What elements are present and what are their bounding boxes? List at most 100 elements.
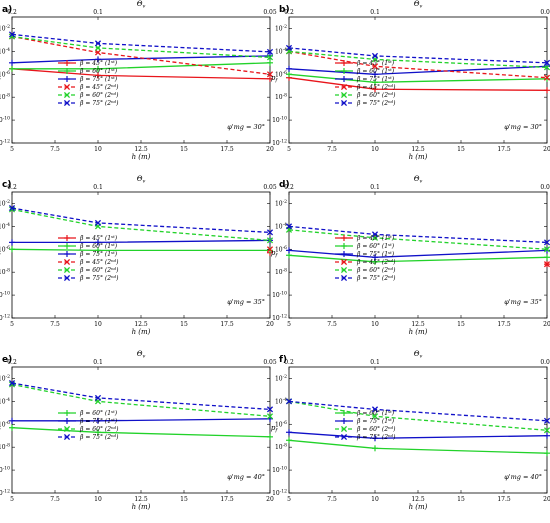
x-tick-label: 15 [457,321,465,328]
series-line-beta75-2nd [288,47,548,64]
x-tick-label: 15 [457,146,465,153]
series-line-beta60-1st [11,248,270,252]
x2-tick-label: 0.05 [540,9,550,16]
x2-axis-label: Θv [137,175,146,185]
data-point-beta75-2nd-b [94,394,102,401]
legend-marker-b [63,99,71,107]
y-tick-label: 10-8 [275,268,287,277]
x-tick-label: 20 [543,496,550,503]
data-point-beta45-2nd-b [371,63,379,70]
x2-axis-label: Θv [414,350,423,360]
x-tick-label: 20 [543,321,550,328]
legend-entry: β = 75° (1st) [79,75,118,83]
y-axis-label: pf [271,74,278,84]
x2-tick-label: 0.2 [7,9,17,16]
x-tick-label: 12.5 [411,146,425,153]
legend-entry: β = 75° (1st) [356,75,395,83]
data-point-beta60-2nd-b [266,413,274,420]
legend-entry: β = 75° (2nd) [356,99,396,107]
data-point-beta75-2nd-b [94,40,102,47]
series-line-beta60-1st [12,62,271,70]
legend-marker-b [63,274,71,282]
y-tick-label: 10-2 [275,374,287,383]
y-axis-label: pf [271,424,278,434]
legend-entry: β = 60° (1st) [356,67,395,75]
x-tick-label: 7.5 [327,496,337,503]
x-tick-label: 10 [94,146,102,153]
x-tick-label: 5 [287,146,291,153]
y-tick-label: 10-2 [0,374,10,383]
legend-entry: β = 45° (2nd) [356,83,396,91]
x-tick-label: 7.5 [50,321,60,328]
legend-marker-b [340,91,348,99]
x-tick-label: 17.5 [220,146,234,153]
data-point-beta60-2nd-b [266,237,274,244]
data-point-beta75-2nd-b [543,417,550,424]
series-line-beta75-2nd [288,225,548,244]
y-tick-label: 10-2 [275,24,287,32]
x-axis-label: h (m) [409,153,428,161]
legend-entry: β = 45° (1st) [356,234,395,242]
y-tick-label: 10-2 [0,199,10,208]
x-tick-label: 17.5 [220,321,234,328]
data-point-beta45-2nd-b [266,246,274,253]
x2-tick-label: 0.05 [263,184,277,191]
y-tick-label: 10-10 [272,116,287,125]
x2-axis-label: Θv [137,350,146,360]
x-tick-label: 7.5 [327,321,337,328]
legend-marker-b [340,425,348,433]
x-tick-label: 12.5 [134,496,148,503]
annotation-phi: φ'mg = 40° [504,473,542,481]
legend-entry: β = 45° (2nd) [79,83,119,91]
x2-tick-label: 0.1 [370,9,380,16]
data-point-beta60-2nd-b [543,246,550,253]
legend-entry: β = 75° (1st) [356,417,395,425]
legend-entry: β = 45° (2nd) [356,258,396,266]
data-point-beta60-2nd-b [94,44,102,51]
data-point-beta75-2nd-b [543,59,550,66]
series-line-beta45-1st [11,68,271,80]
x-tick-label: 5 [287,321,291,328]
series-line-beta75-1st [288,249,548,258]
x2-tick-label: 0.05 [540,184,550,191]
legend-marker-b [340,99,348,107]
legend-entry: β = 60° (2nd) [356,266,396,274]
legend-entry: β = 60° (1st) [356,409,395,417]
annotation-phi: φ'mg = 30° [227,123,265,131]
x-axis-label: h (m) [132,503,151,511]
panel-e: e) 5 7.5 10 12.5 15 17.5 20 0.2 0.1 0.05 10-2 10-4 10… [0,350,277,511]
series-line-beta60-2nd [11,35,271,59]
x2-tick-label: 0.1 [93,359,103,366]
x2-tick-label: 0.1 [93,184,103,191]
x2-tick-label: 0.05 [540,359,550,366]
y-tick-label: 10-10 [272,466,287,475]
y-tick-label: 10-10 [0,466,10,475]
annotation-phi: φ'mg = 40° [227,473,265,481]
panel-b: b) 5 7.5 10 12.5 15 17.5 20 0.2 0.1 0.05 10-2 10-4 10… [271,0,550,161]
series-line-beta45-2nd [288,50,548,79]
x2-tick-label: 0.2 [284,9,294,16]
data-point-beta60-2nd-b [543,427,550,434]
x-tick-label: 12.5 [134,146,148,153]
x-tick-label: 10 [371,146,379,153]
y-tick-label: 10-6 [0,420,10,429]
x-tick-label: 10 [94,496,102,503]
legend-entry: β = 60° (2nd) [356,425,396,433]
y-tick-label: 10-12 [0,314,10,323]
data-point-beta75-2nd-b [285,223,293,230]
y-tick-label: 10-6 [275,245,287,254]
legend-marker-b [340,258,348,266]
annotation-phi: φ'mg = 30° [504,123,542,131]
data-point-beta75-2nd-b [94,219,102,226]
panel-letter: d) [279,180,290,190]
legend-entry: β = 75° (2nd) [79,274,119,282]
x-tick-label: 17.5 [497,321,511,328]
y-axis-label: pf [271,249,278,259]
x-tick-label: 15 [180,321,188,328]
x2-axis-label: Θv [414,175,423,185]
data-point-beta60-2nd-b [371,413,379,420]
legend-marker-b [340,83,348,91]
x2-axis-label: Θv [414,0,423,10]
y-tick-label: 10-10 [272,291,287,300]
